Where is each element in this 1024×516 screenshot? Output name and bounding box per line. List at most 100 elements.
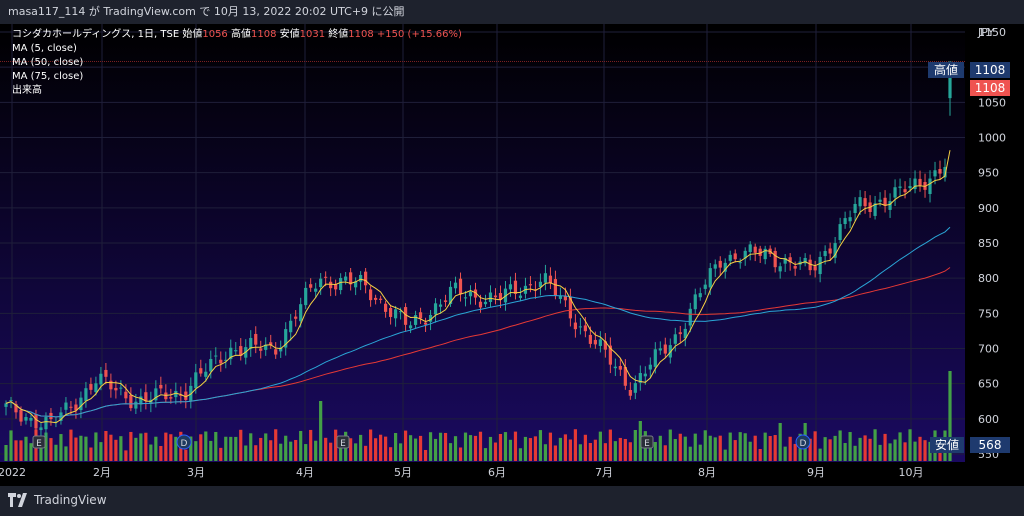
candle-body bbox=[224, 359, 228, 361]
candle-body bbox=[89, 384, 93, 390]
volume-bar bbox=[29, 443, 33, 461]
candle-body bbox=[433, 303, 438, 315]
candle-body bbox=[898, 186, 902, 188]
candle-body bbox=[673, 334, 677, 344]
dividend-marker[interactable]: D bbox=[176, 434, 192, 450]
candle-body bbox=[808, 259, 812, 271]
candle-body bbox=[663, 344, 667, 354]
tradingview-logo[interactable]: TradingView bbox=[8, 493, 107, 507]
candle-body bbox=[204, 371, 208, 377]
price-tick-label: 650 bbox=[978, 378, 999, 391]
candle-body bbox=[823, 251, 827, 257]
candle-body bbox=[369, 289, 373, 301]
candle-body bbox=[438, 304, 443, 307]
volume-bar bbox=[229, 436, 233, 461]
brand-name: TradingView bbox=[34, 493, 107, 507]
candle-body bbox=[344, 276, 348, 281]
legend-ma50[interactable]: MA (50, close) bbox=[12, 57, 84, 68]
volume-bar bbox=[873, 429, 877, 461]
volume-bar bbox=[898, 432, 902, 461]
candle-body bbox=[124, 391, 128, 399]
price-tick-label: 600 bbox=[978, 413, 999, 426]
volume-bar bbox=[269, 440, 273, 461]
volume-bar bbox=[393, 432, 398, 461]
published-line: masa117_114 が TradingView.com で 10月 13, … bbox=[8, 5, 405, 18]
candle-body bbox=[593, 339, 597, 345]
volume-bar bbox=[568, 439, 573, 461]
candle-body bbox=[324, 276, 328, 278]
tradingview-icon bbox=[8, 493, 27, 507]
candle-body bbox=[758, 248, 762, 256]
legend-symbol: コシダカホールディングス, 1日, TSE bbox=[12, 29, 180, 40]
candle-body bbox=[648, 364, 652, 370]
svg-text:高値: 高値 bbox=[934, 62, 958, 77]
ma50-line bbox=[5, 226, 951, 418]
volume-bar bbox=[468, 435, 473, 461]
volume-bar bbox=[423, 449, 428, 461]
volume-bar bbox=[903, 442, 907, 461]
volume-bar bbox=[888, 443, 892, 461]
svg-text:568: 568 bbox=[979, 438, 1002, 452]
time-tick-label: 5月 bbox=[394, 466, 412, 479]
candle-body bbox=[413, 315, 418, 325]
candle-body bbox=[748, 244, 752, 252]
volume-bar bbox=[349, 438, 353, 461]
candle-body bbox=[383, 303, 388, 312]
candle-body bbox=[364, 271, 368, 286]
candle-body bbox=[488, 292, 493, 303]
volume-bar bbox=[403, 430, 408, 461]
candle-body bbox=[194, 372, 198, 389]
candle-body bbox=[498, 293, 503, 300]
earnings-marker[interactable]: E bbox=[640, 435, 654, 449]
candle-body bbox=[398, 311, 403, 313]
candle-body bbox=[658, 348, 662, 351]
legend-symbol-row: コシダカホールディングス, 1日, TSE 始値1056 高値1108 安値10… bbox=[12, 28, 462, 42]
candle-body bbox=[99, 373, 103, 385]
candle-body bbox=[883, 197, 887, 206]
earnings-marker[interactable]: E bbox=[32, 435, 46, 449]
volume-bar bbox=[583, 434, 587, 461]
volume-bar bbox=[773, 435, 777, 461]
candle-body bbox=[858, 197, 862, 207]
legend-volume[interactable]: 出来高 bbox=[12, 85, 42, 96]
legend-close-label: 終値 bbox=[328, 29, 349, 40]
candle-body bbox=[4, 403, 8, 407]
svg-text:安値: 安値 bbox=[935, 437, 959, 452]
price-tick-label: 1050 bbox=[978, 96, 1006, 109]
time-tick-label: 4月 bbox=[296, 466, 314, 479]
time-tick-label: 8月 bbox=[698, 466, 716, 479]
legend-ma5[interactable]: MA (5, close) bbox=[12, 43, 77, 54]
volume-bar bbox=[199, 434, 203, 461]
volume-bar bbox=[758, 448, 762, 461]
earnings-marker[interactable]: E bbox=[336, 435, 350, 449]
candle-body bbox=[493, 295, 498, 298]
volume-bar bbox=[603, 443, 607, 461]
dividend-marker[interactable]: D bbox=[795, 434, 811, 450]
candle-body bbox=[863, 198, 867, 207]
candle-body bbox=[289, 320, 293, 333]
volume-bar bbox=[149, 444, 153, 461]
candle-body bbox=[738, 262, 742, 264]
volume-bar bbox=[648, 438, 652, 461]
candle-body bbox=[743, 250, 747, 259]
volume-bar bbox=[329, 442, 333, 461]
candle-body bbox=[274, 349, 278, 355]
candle-body bbox=[334, 284, 338, 290]
legend-ma75[interactable]: MA (75, close) bbox=[12, 71, 84, 82]
candle-body bbox=[508, 284, 513, 290]
volume-bar bbox=[548, 432, 553, 461]
volume-bar bbox=[918, 436, 922, 461]
volume-bar bbox=[99, 442, 103, 461]
candle-body bbox=[374, 297, 378, 300]
volume-bar bbox=[359, 434, 363, 461]
volume-bar bbox=[528, 438, 533, 461]
volume-bar bbox=[463, 432, 468, 461]
volume-bar bbox=[14, 440, 18, 461]
candle-body bbox=[393, 309, 398, 319]
candle-body bbox=[888, 201, 892, 210]
candle-body bbox=[104, 369, 108, 377]
volume-bar bbox=[299, 430, 303, 461]
candle-body bbox=[129, 394, 133, 409]
